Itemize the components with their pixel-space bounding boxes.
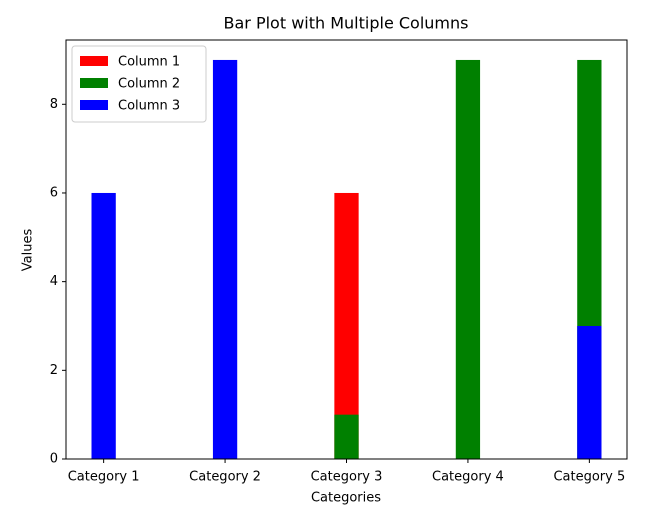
y-tick-label: 2 — [50, 363, 58, 378]
y-tick-label: 6 — [50, 185, 58, 200]
legend-label: Column 1 — [118, 55, 180, 70]
y-tick-label: 4 — [50, 274, 58, 289]
x-tick-label: Category 5 — [553, 470, 625, 485]
y-axis-label: Values — [21, 229, 36, 272]
chart-title: Bar Plot with Multiple Columns — [224, 14, 469, 33]
x-tick-label: Category 4 — [432, 470, 504, 485]
y-tick-label: 8 — [50, 97, 58, 112]
bar — [577, 325, 602, 459]
legend-label: Column 2 — [118, 77, 180, 92]
bar — [334, 414, 359, 459]
legend-swatch — [80, 100, 108, 110]
x-tick-label: Category 3 — [311, 470, 383, 485]
legend-swatch — [80, 56, 108, 66]
bar — [212, 59, 238, 459]
x-tick-label: Category 1 — [68, 470, 140, 485]
y-tick-label: 0 — [50, 452, 58, 467]
legend-label: Column 3 — [118, 99, 180, 114]
x-tick-label: Category 2 — [189, 470, 261, 485]
legend-swatch — [80, 78, 108, 88]
bar — [455, 59, 481, 459]
bar — [91, 192, 116, 459]
legend: Column 1 Column 2 Column 3 — [71, 45, 207, 123]
x-axis-label: Categories — [311, 491, 381, 506]
